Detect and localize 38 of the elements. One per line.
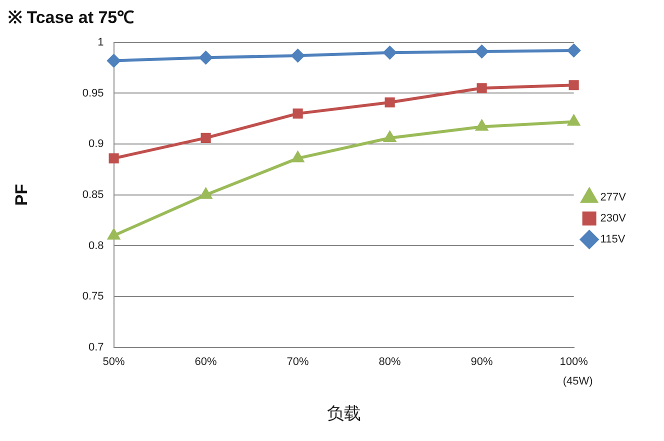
point bbox=[108, 153, 119, 164]
text: (45W) bbox=[562, 375, 593, 388]
chart-title: ※ Tcase at 75℃ bbox=[8, 8, 134, 27]
legend-label: 115V bbox=[600, 234, 626, 246]
y-axis-title: PF bbox=[12, 184, 31, 206]
y-tick-label: 1 bbox=[98, 36, 104, 48]
point bbox=[291, 49, 304, 62]
point bbox=[200, 188, 212, 199]
point bbox=[568, 80, 579, 90]
x-tick-label: 100% bbox=[560, 356, 588, 368]
x-tick-label: 90% bbox=[470, 356, 494, 368]
point bbox=[383, 46, 396, 60]
point bbox=[200, 132, 211, 143]
point bbox=[107, 54, 120, 68]
y-tick-label: 0.85 bbox=[82, 188, 104, 201]
point bbox=[568, 115, 580, 126]
x-tick-label: 70% bbox=[286, 356, 310, 368]
point bbox=[292, 152, 304, 162]
point bbox=[476, 120, 488, 131]
y-tick-label: 0.75 bbox=[82, 290, 104, 303]
legend-label: 230V bbox=[600, 212, 627, 225]
point bbox=[476, 83, 487, 94]
point bbox=[384, 97, 395, 108]
point bbox=[199, 51, 212, 64]
legend-label: 277V bbox=[600, 192, 627, 204]
x-tick-label: 50% bbox=[102, 356, 126, 368]
point bbox=[108, 229, 120, 240]
y-tick-label: 0.7 bbox=[88, 341, 104, 354]
y-tick-label: 0.8 bbox=[88, 240, 104, 252]
x-tick-label: 60% bbox=[194, 356, 218, 368]
y-tick-label: 0.9 bbox=[88, 138, 104, 150]
x-axis-title: 负载 bbox=[326, 404, 361, 424]
point bbox=[475, 45, 488, 58]
x-tick-label: 80% bbox=[378, 356, 402, 368]
point bbox=[292, 108, 303, 119]
point bbox=[384, 131, 396, 142]
point bbox=[567, 44, 580, 58]
y-tick-label: 0.95 bbox=[82, 87, 104, 100]
